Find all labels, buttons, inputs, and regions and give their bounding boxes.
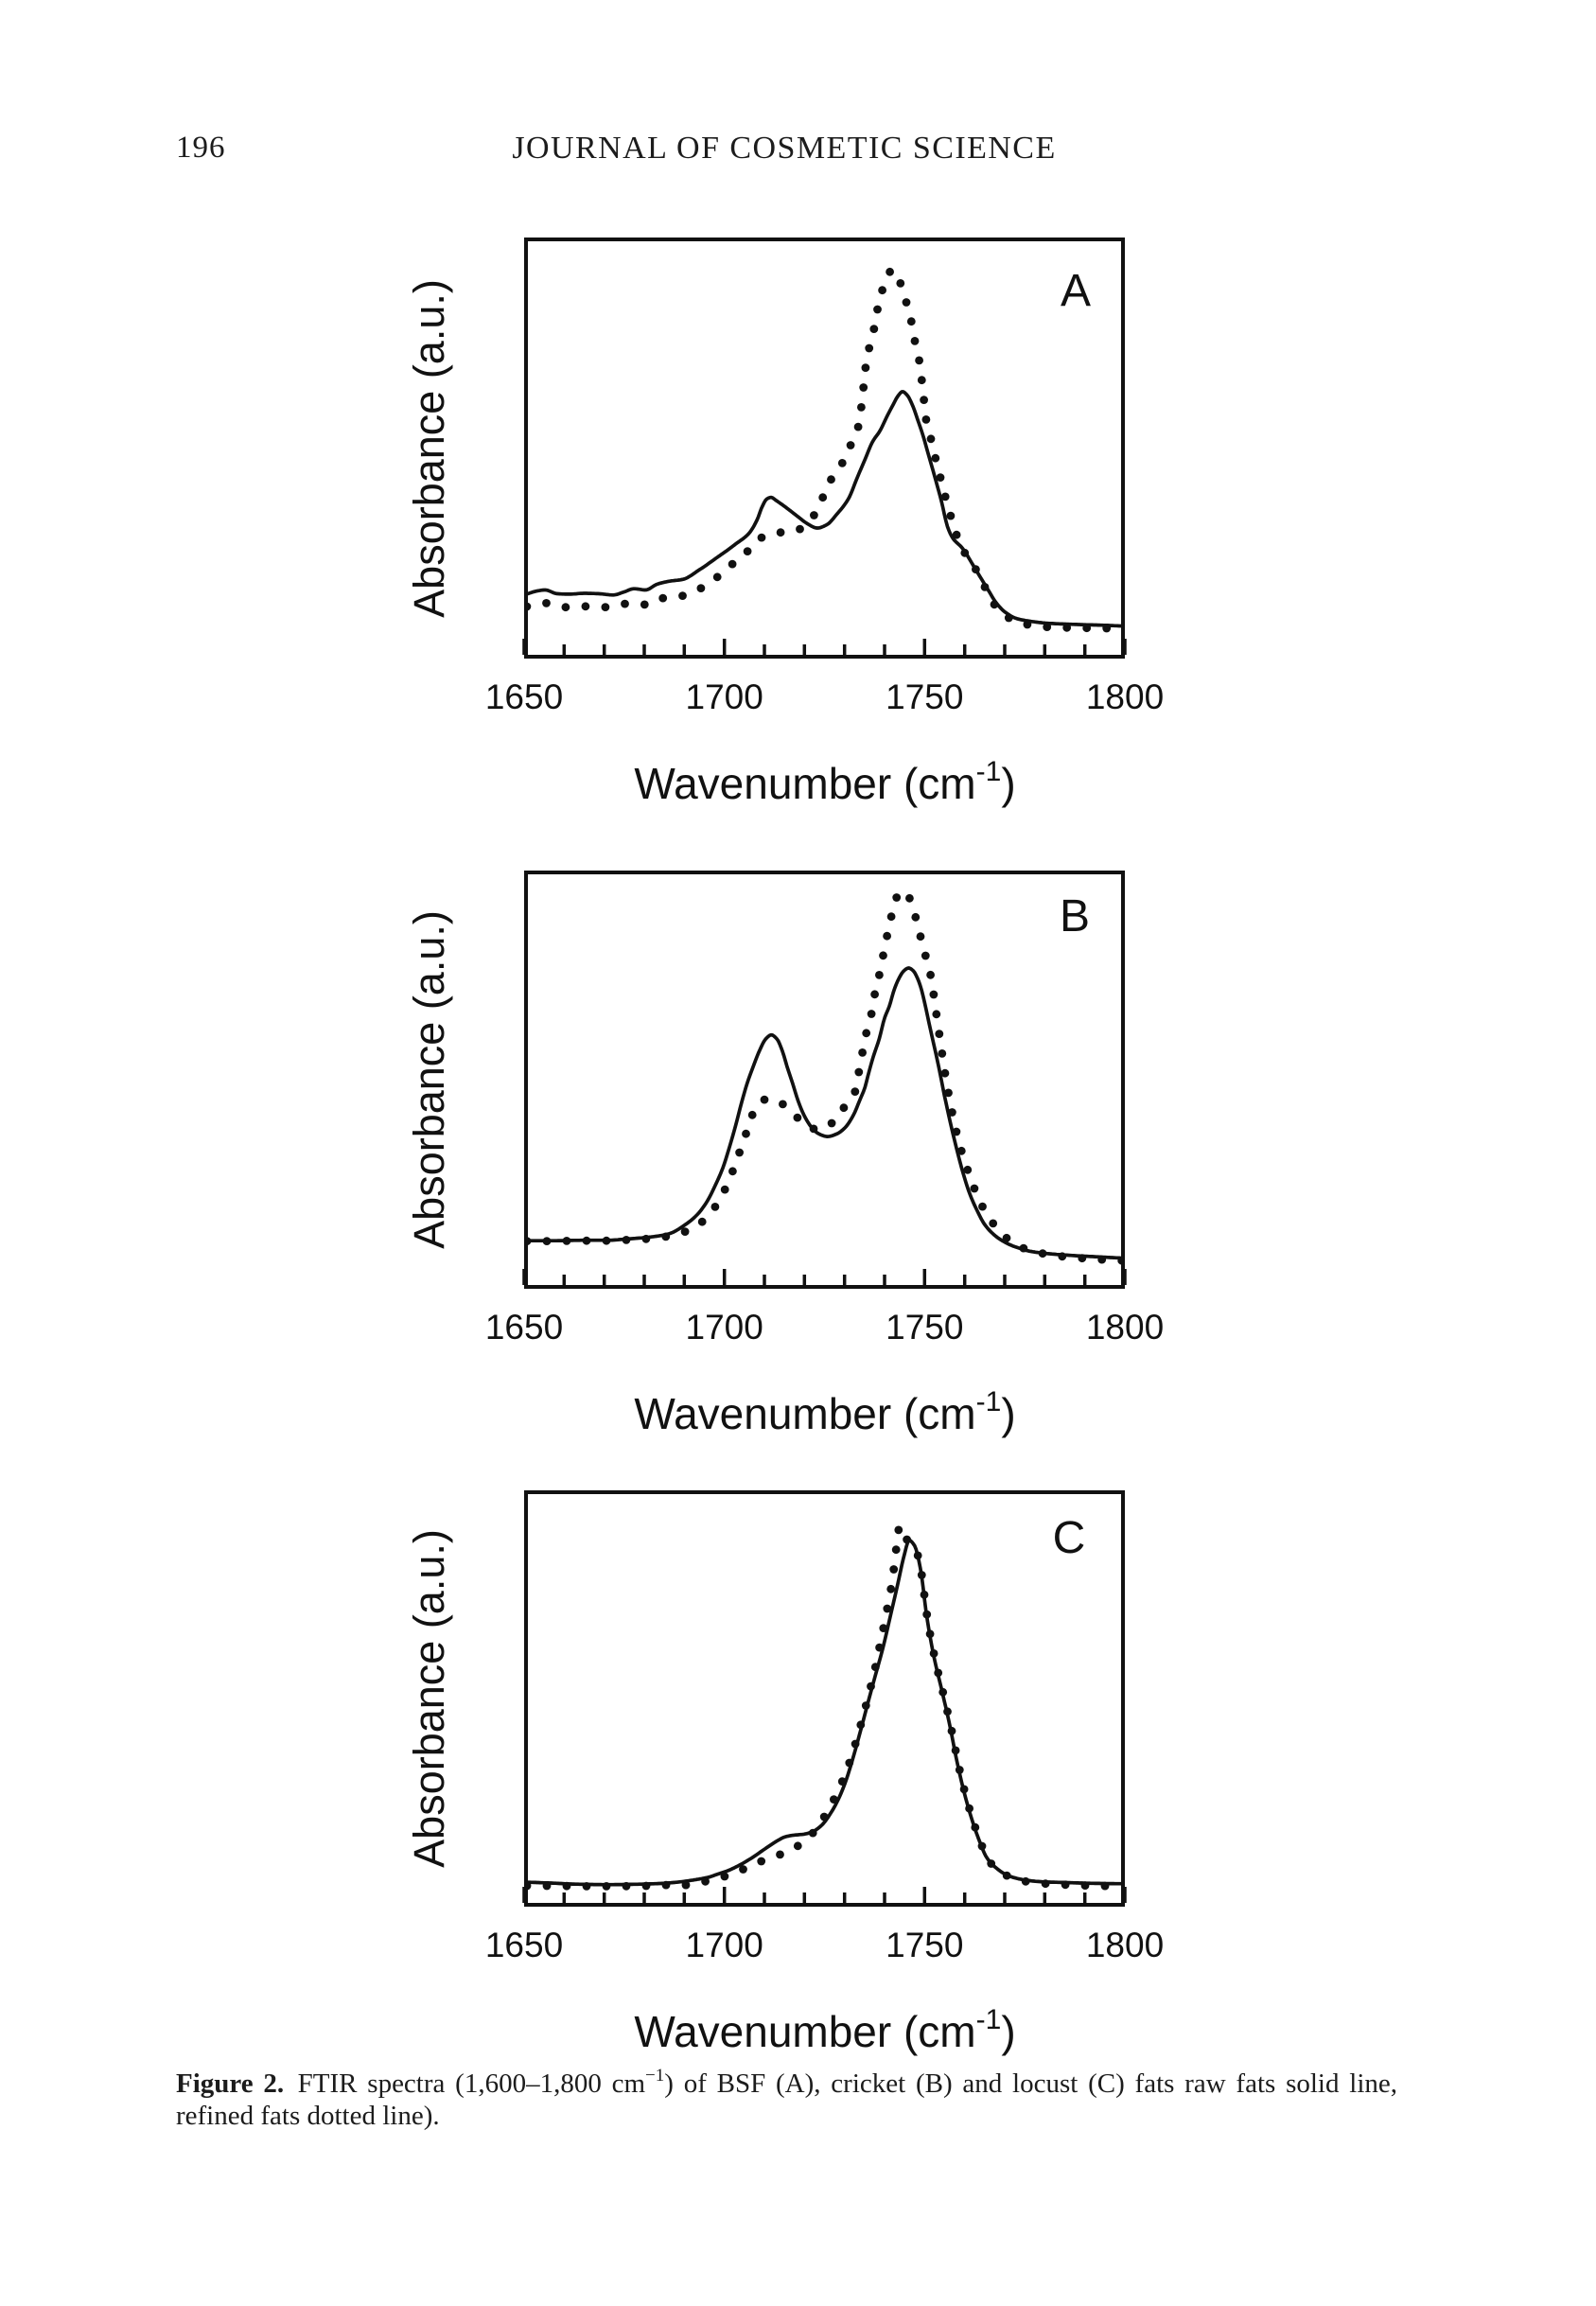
svg-text:1800: 1800 xyxy=(1086,678,1164,716)
svg-text:Wavenumber (cm-1): Wavenumber (cm-1) xyxy=(634,756,1015,808)
svg-text:1700: 1700 xyxy=(686,1926,763,1964)
svg-text:1750: 1750 xyxy=(886,1926,963,1964)
svg-text:Wavenumber (cm-1): Wavenumber (cm-1) xyxy=(634,2004,1015,2056)
svg-text:Absorbance (a.u.): Absorbance (a.u.) xyxy=(405,1529,453,1868)
svg-text:1800: 1800 xyxy=(1086,1308,1164,1347)
svg-text:B: B xyxy=(1060,891,1090,942)
svg-text:Wavenumber (cm-1): Wavenumber (cm-1) xyxy=(634,1386,1015,1438)
svg-text:1650: 1650 xyxy=(485,1308,563,1347)
svg-text:1800: 1800 xyxy=(1086,1926,1164,1964)
svg-text:A: A xyxy=(1061,266,1091,316)
svg-text:1700: 1700 xyxy=(686,678,763,716)
svg-text:Absorbance (a.u.): Absorbance (a.u.) xyxy=(405,279,453,618)
svg-text:1750: 1750 xyxy=(886,678,963,716)
svg-text:1700: 1700 xyxy=(686,1308,763,1347)
svg-text:1750: 1750 xyxy=(886,1308,963,1347)
svg-text:C: C xyxy=(1053,1513,1086,1563)
svg-text:1650: 1650 xyxy=(485,678,563,716)
svg-text:Absorbance (a.u.): Absorbance (a.u.) xyxy=(405,910,453,1249)
svg-text:1650: 1650 xyxy=(485,1926,563,1964)
